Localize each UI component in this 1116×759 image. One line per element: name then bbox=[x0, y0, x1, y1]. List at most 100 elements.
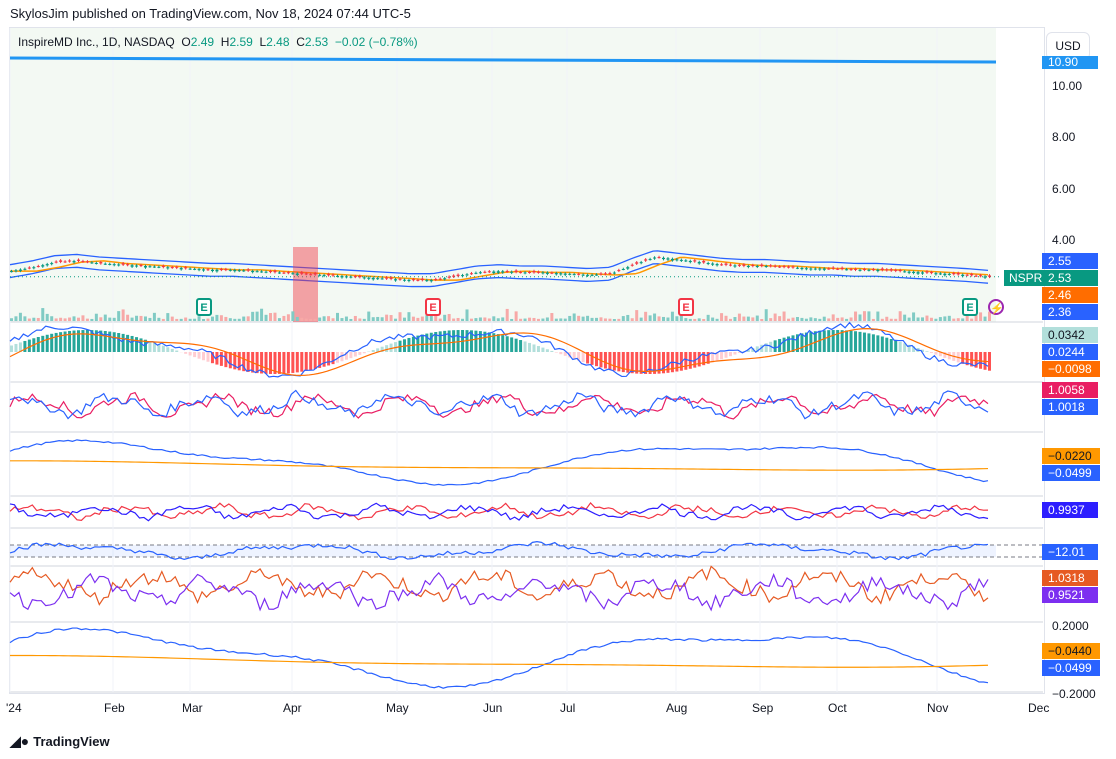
candle bbox=[264, 271, 268, 273]
volume-bar bbox=[170, 316, 174, 321]
candle bbox=[894, 269, 898, 271]
volume-bar bbox=[36, 317, 40, 321]
histogram-bar bbox=[822, 330, 826, 352]
histogram-bar bbox=[760, 344, 764, 352]
volume-bar bbox=[362, 318, 366, 321]
candle bbox=[617, 270, 621, 272]
volume-bar bbox=[389, 315, 393, 321]
candle bbox=[179, 268, 183, 270]
candle bbox=[411, 279, 415, 281]
earnings-marker[interactable]: E bbox=[196, 298, 212, 316]
histogram-bar bbox=[157, 344, 161, 352]
histogram-bar bbox=[483, 331, 487, 352]
histogram-bar bbox=[755, 346, 759, 352]
volume-bar bbox=[934, 318, 938, 321]
volume-bar bbox=[398, 312, 402, 321]
volume-bar bbox=[41, 308, 45, 321]
histogram-bar bbox=[434, 331, 438, 352]
volume-bar bbox=[81, 315, 85, 321]
histogram-bar bbox=[90, 330, 94, 352]
volume-bar bbox=[269, 313, 273, 321]
x-tick: May bbox=[386, 701, 409, 715]
volume-bar bbox=[733, 317, 737, 321]
histogram-bar bbox=[14, 343, 18, 352]
histogram-bar bbox=[50, 333, 54, 352]
pane-value: 1.0318 bbox=[1042, 570, 1098, 586]
volume-bar bbox=[438, 318, 442, 321]
slow-signal-line bbox=[9, 460, 989, 471]
change-value: −0.02 (−0.78%) bbox=[334, 35, 418, 49]
candle bbox=[626, 267, 630, 269]
histogram-bar bbox=[478, 331, 482, 352]
pane7-signal-line bbox=[9, 654, 989, 668]
candle bbox=[679, 259, 683, 261]
histogram-bar bbox=[380, 346, 384, 352]
candle bbox=[898, 270, 902, 272]
volume-bar bbox=[800, 317, 804, 321]
histogram-bar bbox=[751, 347, 755, 352]
histogram-bar bbox=[818, 330, 822, 352]
pane6-line-a bbox=[9, 565, 989, 606]
volume-bar bbox=[188, 318, 192, 321]
pane-value: −0.0440 bbox=[1042, 643, 1100, 659]
publish-info: SkylosJim published on TradingView.com, … bbox=[10, 6, 411, 21]
volume-bar bbox=[715, 318, 719, 321]
candle bbox=[849, 269, 853, 271]
histogram-bar bbox=[603, 352, 607, 369]
histogram-bar bbox=[68, 330, 72, 352]
pane5-line bbox=[9, 541, 989, 561]
histogram-bar bbox=[840, 330, 844, 352]
candle bbox=[961, 274, 965, 277]
histogram-bar bbox=[411, 336, 415, 352]
candle bbox=[429, 280, 433, 282]
candle bbox=[496, 271, 500, 273]
candle bbox=[166, 267, 170, 269]
candle bbox=[99, 262, 103, 264]
candle bbox=[474, 272, 478, 274]
volume-bar bbox=[706, 314, 710, 321]
volume-bar bbox=[666, 317, 670, 321]
candle bbox=[639, 262, 643, 264]
candle bbox=[545, 272, 549, 274]
histogram-bar bbox=[94, 330, 98, 352]
histogram-bar bbox=[353, 352, 357, 357]
candle bbox=[608, 273, 612, 275]
volume-bar bbox=[260, 308, 264, 321]
y-tick: −0.2000 bbox=[1052, 687, 1096, 701]
candle bbox=[126, 264, 130, 266]
lightning-icon[interactable]: ⚡ bbox=[988, 299, 1004, 315]
histogram-bar bbox=[322, 352, 326, 367]
candle bbox=[282, 272, 286, 274]
candle bbox=[246, 269, 250, 271]
histogram-bar bbox=[675, 352, 679, 372]
candle bbox=[394, 279, 398, 281]
histogram-bar bbox=[880, 336, 884, 352]
volume-bar bbox=[550, 313, 554, 321]
volume-bar bbox=[787, 318, 791, 321]
candle bbox=[54, 261, 58, 263]
candle bbox=[568, 273, 572, 275]
volume-bar bbox=[782, 311, 786, 321]
earnings-marker[interactable]: E bbox=[962, 298, 978, 316]
histogram-bar bbox=[282, 352, 286, 374]
volume-bar bbox=[18, 312, 22, 321]
histogram-bar bbox=[389, 343, 393, 352]
volume-bar bbox=[452, 318, 456, 321]
histogram-bar bbox=[313, 352, 317, 370]
candle bbox=[215, 269, 219, 272]
candle bbox=[487, 271, 491, 273]
volume-bar bbox=[282, 315, 286, 321]
x-tick: Aug bbox=[666, 701, 688, 715]
earnings-marker[interactable]: E bbox=[425, 298, 441, 316]
candle bbox=[791, 266, 795, 268]
earnings-marker[interactable]: E bbox=[678, 298, 694, 316]
candle bbox=[309, 274, 313, 276]
currency-button[interactable]: USD bbox=[1046, 32, 1090, 60]
candle bbox=[737, 264, 741, 266]
tradingview-logo[interactable]: ◢● TradingView bbox=[10, 733, 110, 750]
volume-bar bbox=[157, 317, 161, 321]
x-tick: Dec bbox=[1028, 701, 1050, 715]
histogram-bar bbox=[965, 352, 969, 366]
histogram-bar bbox=[188, 352, 192, 356]
